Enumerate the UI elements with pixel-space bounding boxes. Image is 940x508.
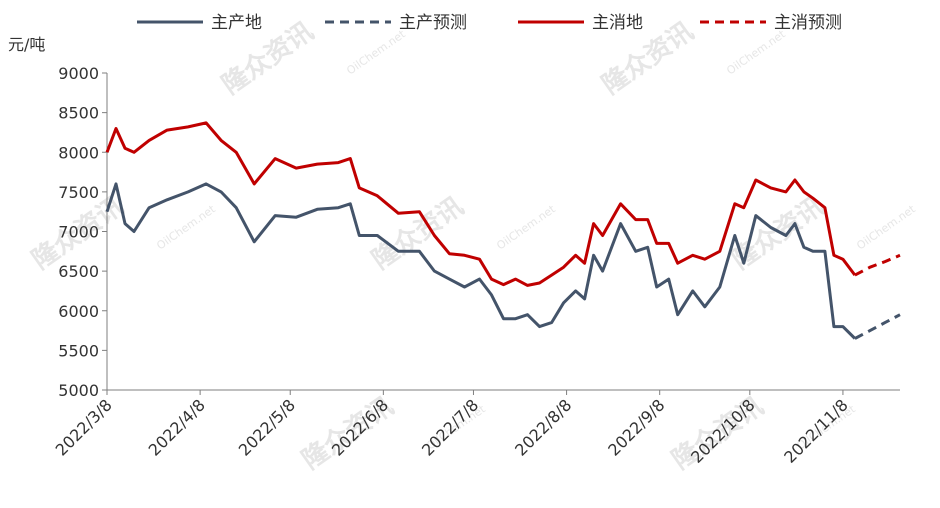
- series-line: [854, 253, 901, 277]
- legend-item: 主产地: [137, 13, 262, 33]
- legend-label: 主消预测: [774, 13, 842, 33]
- y-tick-label: 8000: [58, 143, 99, 162]
- watermark: OilChem.net: [854, 202, 918, 252]
- watermark: OilChem.net: [154, 202, 218, 252]
- legend-item: 主消地: [518, 13, 643, 33]
- watermark: 隆众资讯: [727, 191, 829, 275]
- y-tick-label: 6500: [58, 262, 99, 281]
- watermark: OilChem.net: [494, 202, 558, 252]
- x-tick-label: 2022/4/8: [145, 395, 209, 459]
- legend-label: 主消地: [592, 13, 643, 33]
- y-axis-label: 元/吨: [8, 35, 45, 54]
- series-line: [105, 182, 856, 340]
- series-line: [854, 313, 901, 340]
- series-line: [105, 121, 857, 287]
- y-tick-label: 7500: [58, 183, 99, 202]
- legend-item: 主产预测: [325, 13, 467, 33]
- y-tick-label: 5500: [58, 341, 99, 360]
- y-tick-label: 8500: [58, 104, 99, 123]
- x-tick-label: 2022/5/8: [235, 395, 299, 459]
- legend-label: 主产地: [211, 13, 262, 33]
- x-tick-label: 2022/9/8: [604, 395, 668, 459]
- x-tick-label: 2022/7/8: [418, 395, 482, 459]
- x-tick-label: 2022/11/8: [780, 395, 851, 466]
- y-tick-label: 6000: [58, 302, 99, 321]
- x-tick-label: 2022/3/8: [52, 395, 116, 459]
- y-tick-label: 7000: [58, 223, 99, 242]
- y-tick-label: 9000: [58, 64, 99, 83]
- watermark: OilChem.net: [724, 27, 788, 77]
- legend-item: 主消预测: [700, 13, 842, 33]
- watermark: 隆众资讯: [367, 191, 469, 275]
- y-tick-label: 5000: [58, 381, 99, 400]
- x-tick-label: 2022/8/8: [511, 395, 575, 459]
- legend-label: 主产预测: [399, 13, 467, 33]
- watermark: OilChem.net: [344, 27, 408, 77]
